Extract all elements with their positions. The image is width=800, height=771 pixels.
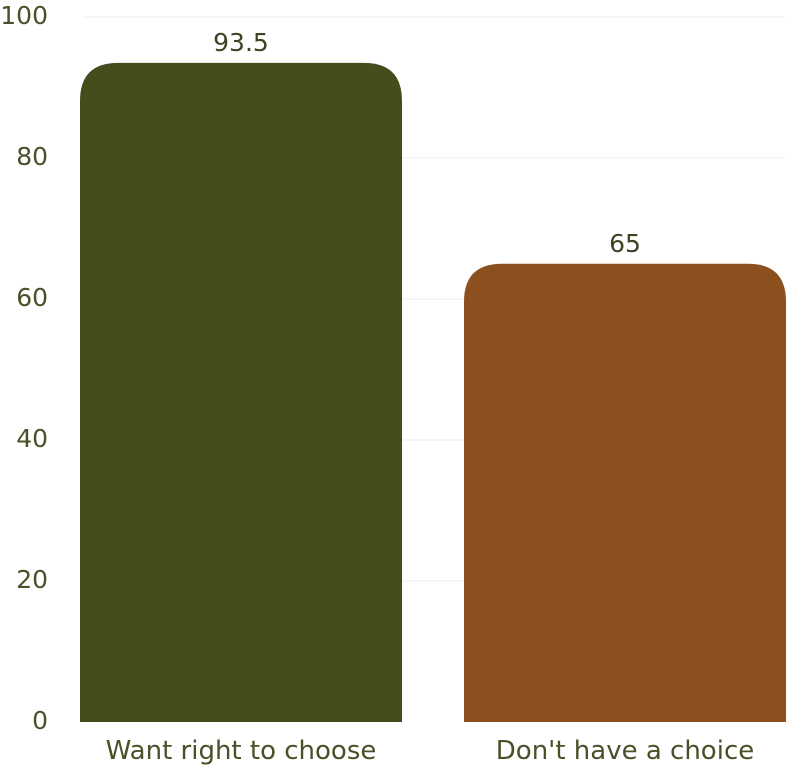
y-tick-label-20: 20 <box>16 565 48 594</box>
y-tick-label-60: 60 <box>16 283 48 312</box>
data-labels: 93.5 65 <box>213 28 641 258</box>
x-category-label-1: Want right to choose <box>106 736 377 766</box>
y-tick-label-80: 80 <box>16 142 48 171</box>
y-axis-ticks: 0 20 40 60 80 100 <box>0 1 48 735</box>
y-tick-label-0: 0 <box>32 706 48 735</box>
bar-1 <box>80 62 402 722</box>
y-tick-label-100: 100 <box>0 1 48 30</box>
bar-layer <box>80 62 786 722</box>
bar-2 <box>464 263 786 722</box>
x-category-label-2: Don't have a choice <box>496 736 754 766</box>
data-label-1: 93.5 <box>213 28 269 57</box>
y-tick-label-40: 40 <box>16 424 48 453</box>
x-axis-categories: Want right to choose Don't have a choice <box>106 736 755 766</box>
data-label-2: 65 <box>609 229 641 258</box>
